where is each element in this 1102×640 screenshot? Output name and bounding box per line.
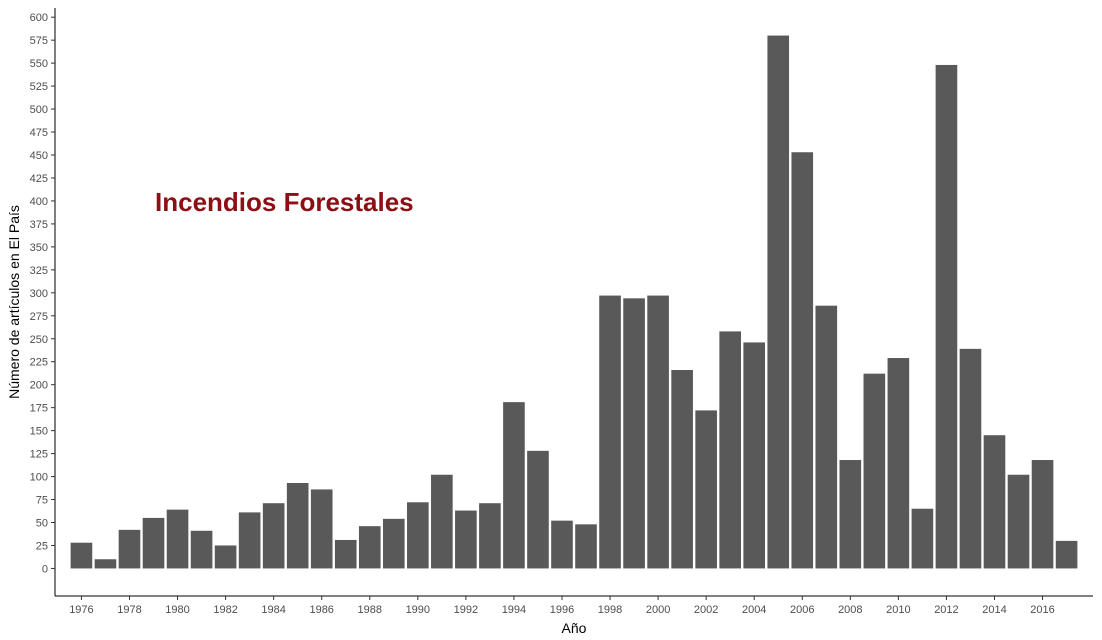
bar-1997	[575, 524, 597, 569]
bar-2010	[887, 358, 910, 569]
y-tick-label: 600	[30, 12, 48, 24]
bar-1980	[166, 509, 189, 569]
x-tick-label: 2002	[694, 604, 718, 616]
x-tick-label: 1996	[550, 604, 574, 616]
y-tick-label: 50	[36, 518, 48, 530]
y-tick-label: 500	[30, 104, 48, 116]
bar-2007	[815, 305, 838, 569]
bar-2004	[743, 342, 766, 569]
x-tick-label: 1990	[406, 604, 430, 616]
bar-1984	[262, 503, 285, 569]
x-axis-title: Año	[562, 620, 587, 636]
x-tick-label: 2004	[742, 604, 766, 616]
x-axis-ticks: 1976 1978 1980 1982 1984 1986 1988 1990 1992 1994…	[69, 596, 1055, 616]
y-tick-label: 125	[30, 449, 48, 461]
y-tick-label: 525	[30, 81, 48, 93]
y-tick-label: 75	[36, 495, 48, 507]
y-tick-label: 350	[30, 242, 48, 254]
x-tick-label: 1992	[454, 604, 478, 616]
bar-1983	[238, 512, 261, 569]
bar-1990	[407, 502, 429, 569]
bar-1978	[118, 529, 141, 569]
bar-2005	[767, 35, 790, 569]
bar-1999	[623, 298, 645, 569]
bar-2015	[1007, 474, 1030, 569]
x-tick-label: 2010	[886, 604, 910, 616]
x-tick-label: 2012	[934, 604, 958, 616]
bar-1989	[382, 518, 405, 569]
y-tick-label: 225	[30, 357, 48, 369]
bar-2011	[911, 508, 934, 569]
x-tick-label: 2014	[982, 604, 1006, 616]
x-tick-label: 2016	[1030, 604, 1054, 616]
bar-2014	[983, 435, 1006, 569]
y-tick-label: 25	[36, 540, 48, 552]
x-tick-label: 1998	[598, 604, 622, 616]
bar-1995	[527, 450, 549, 569]
bar-2017	[1055, 540, 1078, 569]
y-tick-label: 300	[30, 288, 48, 300]
y-tick-label: 250	[30, 334, 48, 346]
bars-group	[70, 35, 1078, 569]
x-tick-label: 1984	[261, 604, 285, 616]
y-axis-title: Número de artículos en El País	[6, 205, 22, 399]
x-tick-label: 1980	[165, 604, 189, 616]
y-tick-label: 450	[30, 150, 48, 162]
y-axis-ticks: 0 25 50 75 100 125 150 175 200 225 250 275 300 325 350…	[30, 12, 55, 575]
y-tick-label: 150	[30, 426, 48, 438]
y-tick-label: 400	[30, 196, 48, 208]
x-tick-label: 2000	[646, 604, 670, 616]
bar-1985	[286, 482, 309, 569]
bar-2016	[1031, 460, 1054, 569]
bar-1982	[214, 545, 237, 569]
bar-1986	[310, 489, 333, 569]
bar-1987	[334, 539, 357, 569]
y-tick-label: 200	[30, 380, 48, 392]
chart-annotation: Incendios Forestales	[155, 187, 414, 217]
bar-1976	[70, 542, 93, 569]
y-tick-label: 425	[30, 173, 48, 185]
y-tick-label: 475	[30, 127, 48, 139]
bar-2013	[959, 348, 982, 569]
y-tick-label: 325	[30, 265, 48, 277]
bar-1991	[431, 474, 453, 569]
bar-1988	[358, 526, 381, 569]
bar-2000	[647, 295, 669, 569]
bar-1996	[551, 520, 573, 569]
y-tick-label: 175	[30, 403, 48, 415]
x-tick-label: 2008	[838, 604, 862, 616]
y-tick-label: 375	[30, 219, 48, 231]
bar-1979	[142, 517, 165, 569]
bar-2002	[695, 410, 717, 569]
bar-2001	[671, 369, 693, 569]
y-tick-label: 0	[42, 563, 48, 575]
bar-2008	[839, 460, 862, 569]
x-tick-label: 1978	[117, 604, 141, 616]
bar-1981	[190, 530, 213, 569]
bar-1977	[94, 559, 117, 569]
bar-2009	[863, 373, 886, 569]
bar-1992	[455, 510, 477, 569]
bar-1993	[479, 503, 501, 569]
y-tick-label: 275	[30, 311, 48, 323]
y-tick-label: 575	[30, 35, 48, 47]
x-tick-label: 1982	[213, 604, 237, 616]
x-tick-label: 2006	[790, 604, 814, 616]
bar-1994	[503, 402, 525, 569]
x-tick-label: 1986	[309, 604, 333, 616]
x-tick-label: 1994	[502, 604, 526, 616]
y-tick-label: 100	[30, 472, 48, 484]
bar-2003	[719, 331, 741, 569]
x-tick-label: 1976	[69, 604, 93, 616]
bar-1998	[599, 295, 621, 569]
x-tick-label: 1988	[358, 604, 382, 616]
y-tick-label: 550	[30, 58, 48, 70]
bar-2006	[791, 152, 814, 569]
bar-2012	[935, 64, 958, 569]
